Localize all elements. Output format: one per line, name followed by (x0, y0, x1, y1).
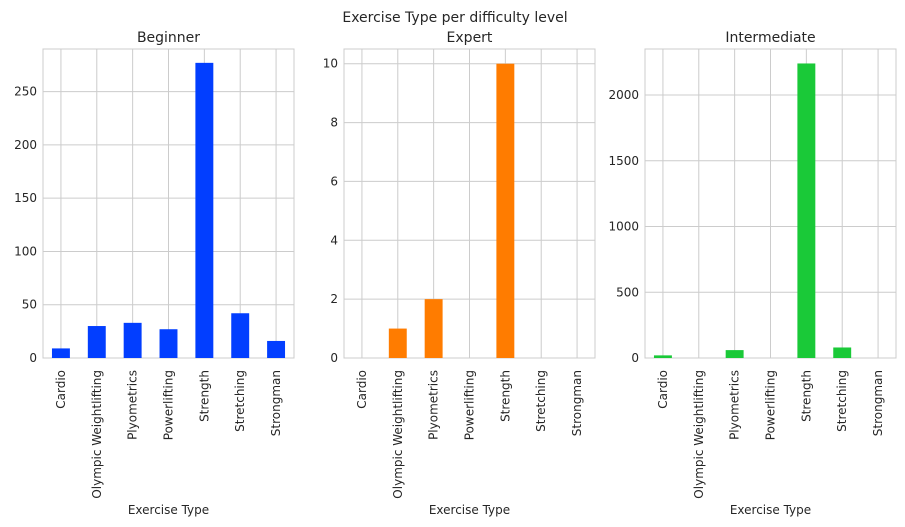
x-tick-label: Strongman (871, 370, 885, 436)
y-tick-label: 0 (330, 351, 338, 365)
y-tick-label: 8 (330, 116, 338, 130)
y-tick-label: 1000 (608, 220, 639, 234)
subplot-title: Expert (447, 30, 493, 46)
bar-strength (195, 62, 214, 359)
x-tick-label: Stretching (534, 370, 548, 432)
x-tick-label: Plyometrics (728, 370, 742, 440)
y-tick-label: 1500 (608, 154, 639, 168)
x-axis-label: Exercise Type (429, 503, 510, 517)
bar-plyometrics (424, 299, 443, 358)
x-axis-label: Exercise Type (128, 503, 209, 517)
x-tick-label: Plyometrics (427, 370, 441, 440)
y-tick-label: 150 (14, 191, 37, 205)
x-tick-label: Olympic Weightlifting (90, 370, 104, 499)
x-tick-label: Plyometrics (126, 370, 140, 440)
panel-beginner: 0 50 100 150 200 250 Cardio Olympic Weightlifti… (14, 30, 295, 517)
y-tick-label: 0 (29, 351, 37, 365)
bar-olympic-weightlifting (388, 328, 407, 358)
figure-suptitle: Exercise Type per difficulty level (342, 10, 567, 26)
y-tick-label: 2 (330, 292, 338, 306)
x-tick-label: Cardio (54, 370, 68, 409)
x-tick-label: Stretching (835, 370, 849, 432)
subplot-title: Beginner (137, 30, 200, 46)
y-tick-label: 100 (14, 244, 37, 258)
bar-strength (797, 63, 816, 358)
y-tick-label: 6 (330, 174, 338, 188)
bar-cardio (51, 348, 70, 358)
y-tick-label: 2000 (608, 88, 639, 102)
bar-stretching (231, 313, 250, 358)
x-tick-label: Cardio (656, 370, 670, 409)
y-tick-label: 4 (330, 233, 338, 247)
x-tick-label: Powerlifting (463, 370, 477, 440)
subplot-title: Intermediate (725, 30, 815, 46)
x-tick-label: Strength (498, 370, 512, 422)
x-tick-label: Olympic Weightlifting (692, 370, 706, 499)
bar-plyometrics (725, 350, 744, 358)
x-tick-label: Powerlifting (162, 370, 176, 440)
x-tick-label: Stretching (233, 370, 247, 432)
x-tick-label: Cardio (355, 370, 369, 409)
y-tick-label: 200 (14, 138, 37, 152)
bar-strength (496, 63, 515, 358)
y-tick-label: 50 (22, 298, 37, 312)
x-tick-label: Strength (197, 370, 211, 422)
x-tick-label: Olympic Weightlifting (391, 370, 405, 499)
bar-strongman (267, 340, 286, 358)
x-tick-label: Powerlifting (764, 370, 778, 440)
y-tick-label: 250 (14, 85, 37, 99)
bar-stretching (833, 347, 852, 358)
x-tick-label: Strongman (570, 370, 584, 436)
y-tick-label: 10 (323, 57, 338, 71)
bar-powerlifting (159, 329, 178, 358)
x-axis-label: Exercise Type (730, 503, 811, 517)
bar-cardio (653, 355, 672, 358)
panel-intermediate: 0 500 1000 1500 2000 Cardio Olympic Weightlift… (608, 30, 897, 517)
bar-plyometrics (123, 322, 142, 358)
y-tick-label: 0 (631, 351, 639, 365)
x-tick-label: Strength (799, 370, 813, 422)
bar-olympic-weightlifting (87, 326, 106, 358)
y-tick-label: 500 (616, 285, 639, 299)
axes-frame (644, 48, 897, 359)
panel-expert: 0 2 4 6 8 10 Cardio Olympic Weightlifting Plyome… (323, 30, 596, 517)
x-tick-label: Strongman (269, 370, 283, 436)
axes-frame (343, 48, 596, 359)
